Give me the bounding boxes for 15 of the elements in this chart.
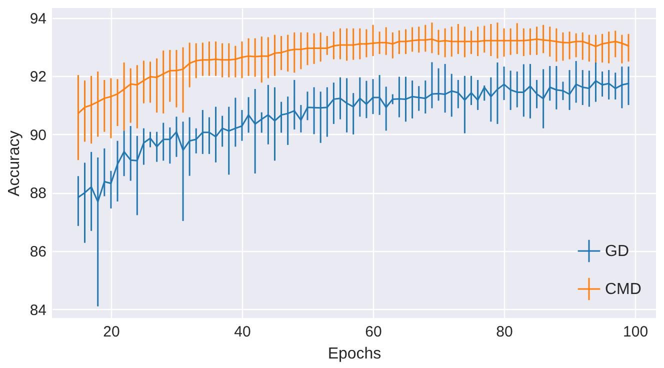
y-axis-title: Accuracy xyxy=(6,130,23,196)
y-tick-label: 90 xyxy=(30,126,46,144)
legend-label: GD xyxy=(605,243,629,260)
legend-label: CMD xyxy=(605,281,642,298)
x-tick-label: 60 xyxy=(365,324,382,340)
x-tick-label: 80 xyxy=(496,324,513,340)
x-axis-title: Epochs xyxy=(328,346,382,362)
x-tick-label: 100 xyxy=(623,324,648,340)
y-tick-label: 88 xyxy=(30,185,46,202)
y-tick-label: 84 xyxy=(30,302,46,319)
x-tick-label: 20 xyxy=(103,324,120,340)
y-tick-label: 94 xyxy=(30,10,46,28)
y-tick-label: 92 xyxy=(30,68,46,86)
x-tick-label: 40 xyxy=(234,324,251,340)
y-tick-label: 86 xyxy=(30,243,46,260)
